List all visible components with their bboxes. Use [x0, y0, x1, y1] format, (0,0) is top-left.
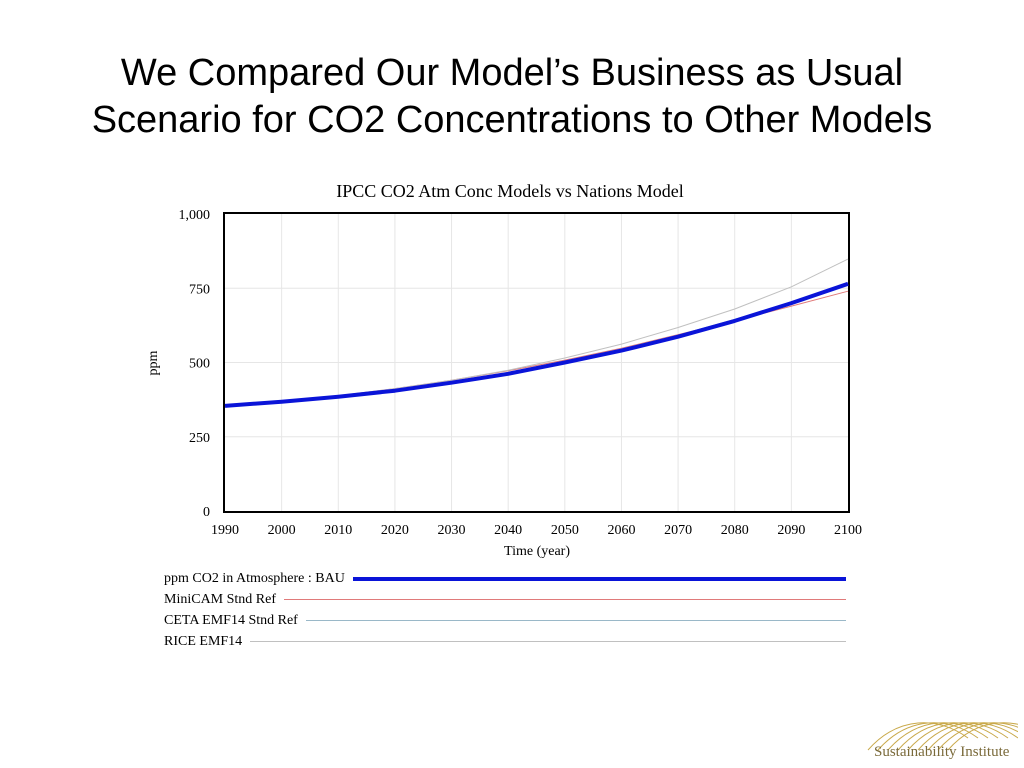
x-tick-label: 2020	[381, 523, 409, 538]
chart-legend: ppm CO2 in Atmosphere : BAU MiniCAM Stnd …	[164, 568, 854, 652]
slide-title: We Compared Our Model’s Business as Usua…	[0, 50, 1024, 144]
chart-title: IPCC CO2 Atm Conc Models vs Nations Mode…	[336, 181, 684, 201]
y-tick-label: 750	[189, 282, 210, 297]
logo-text: Sustainability Institute	[874, 744, 1010, 760]
slide-title-line-1: We Compared Our Model’s Business as Usua…	[120, 52, 904, 94]
y-axis-label: ppm	[146, 350, 161, 375]
logo-arc	[897, 722, 999, 751]
legend-item: CETA EMF14 Stnd Ref	[164, 610, 854, 631]
x-tick-label: 2030	[438, 523, 466, 538]
x-tick-label: 2040	[494, 523, 522, 538]
logo-arc	[917, 722, 1018, 751]
logo-arc	[927, 722, 1018, 751]
slide-title-line-2: Scenario for CO2 Concentrations to Other…	[91, 99, 933, 141]
x-tick-labels: 1990 2000 2010 2020 2030 2040 2050 2060 2070 2080…	[211, 523, 862, 538]
series-lines	[224, 258, 849, 408]
legend-item: RICE EMF14	[164, 631, 854, 652]
legend-item: MiniCAM Stnd Ref	[164, 589, 854, 610]
x-tick-label: 1990	[211, 523, 239, 538]
y-tick-label: 1,000	[179, 208, 211, 223]
logo-arc	[877, 722, 979, 751]
logo-arc	[867, 722, 969, 751]
legend-item: ppm CO2 in Atmosphere : BAU	[164, 568, 854, 589]
x-tick-label: 2000	[268, 523, 296, 538]
logo-arc	[887, 722, 989, 751]
logo-arc	[947, 722, 1018, 751]
y-tick-label: 500	[189, 357, 210, 372]
legend-label: CETA EMF14 Stnd Ref	[164, 612, 298, 628]
legend-label: RICE EMF14	[164, 633, 243, 649]
legend-swatch-line	[352, 576, 846, 581]
legend-label: ppm CO2 in Atmosphere : BAU	[164, 570, 345, 586]
y-tick-labels: 0 250 500 750 1,000	[179, 208, 211, 520]
series-line-0	[224, 281, 849, 408]
x-tick-label: 2050	[551, 523, 579, 538]
y-tick-label: 0	[203, 505, 210, 520]
grid-lines	[225, 214, 848, 511]
legend-swatch-line	[305, 620, 846, 621]
x-tick-label: 2060	[607, 523, 635, 538]
x-tick-label: 2100	[834, 523, 862, 538]
logo-arc	[937, 722, 1018, 751]
x-tick-label: 2070	[664, 523, 692, 538]
x-tick-label: 2080	[721, 523, 749, 538]
legend-swatch-line	[284, 599, 846, 600]
x-tick-label: 2090	[777, 523, 805, 538]
x-tick-label: 2010	[324, 523, 352, 538]
legend-label: MiniCAM Stnd Ref	[164, 591, 277, 607]
logo-arc	[907, 722, 1009, 751]
sustainability-institute-logo	[867, 722, 1018, 751]
y-tick-label: 250	[189, 431, 210, 446]
x-axis-label: Time (year)	[504, 544, 570, 559]
legend-swatch-line	[250, 641, 846, 642]
